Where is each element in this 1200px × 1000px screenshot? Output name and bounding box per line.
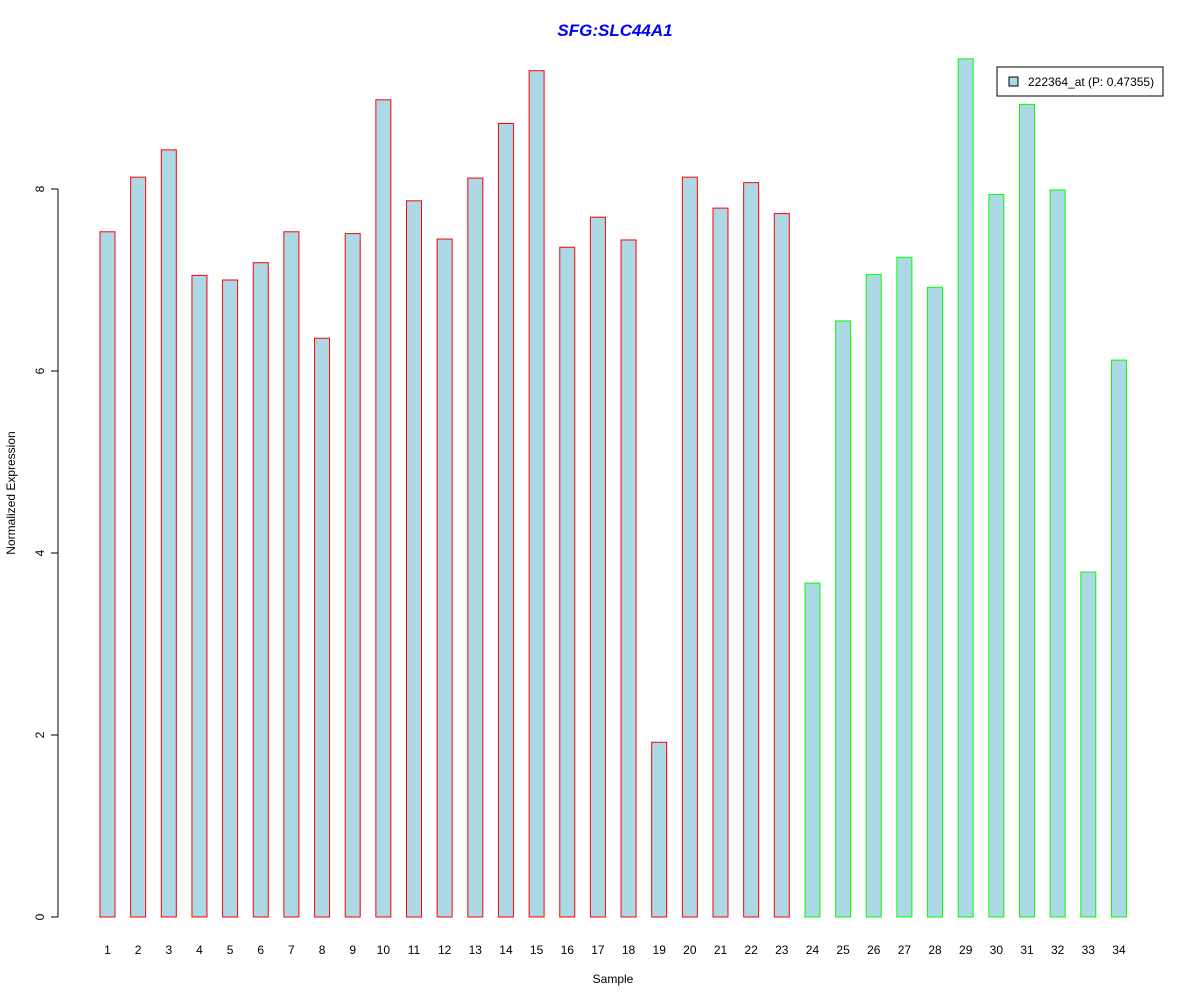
bar-19: [651, 741, 668, 918]
bar-6: [252, 262, 269, 918]
x-tick-label-20: 20: [683, 943, 697, 957]
bar-2: [130, 176, 147, 918]
x-tick-label-22: 22: [744, 943, 758, 957]
bar-8: [314, 337, 331, 918]
bar-28: [927, 286, 944, 918]
x-tick-label-30: 30: [990, 943, 1004, 957]
x-tick-label-4: 4: [196, 943, 203, 957]
y-axis-title: Normalized Expression: [4, 431, 18, 554]
x-tick-label-28: 28: [928, 943, 942, 957]
x-tick-label-16: 16: [561, 943, 575, 957]
bar-29: [957, 58, 974, 918]
x-tick-label-34: 34: [1112, 943, 1126, 957]
x-tick-label-9: 9: [349, 943, 356, 957]
y-tick-label-8: 8: [33, 185, 47, 192]
bar-15: [528, 70, 545, 918]
x-tick-label-23: 23: [775, 943, 789, 957]
x-tick-label-25: 25: [836, 943, 850, 957]
x-tick-label-5: 5: [227, 943, 234, 957]
x-tick-label-10: 10: [377, 943, 391, 957]
legend-box: [996, 66, 1164, 97]
x-axis-title: Sample: [593, 972, 634, 986]
bar-20: [681, 176, 698, 918]
x-tick-label-26: 26: [867, 943, 881, 957]
bar-10: [375, 99, 392, 918]
bar-26: [865, 274, 882, 918]
bar-11: [406, 200, 422, 918]
x-tick-label-13: 13: [469, 943, 483, 957]
y-tick-label-2: 2: [33, 731, 47, 738]
bar-23: [773, 213, 790, 918]
bar-33: [1080, 571, 1097, 918]
x-tick-label-29: 29: [959, 943, 973, 957]
x-tick-label-27: 27: [898, 943, 912, 957]
bar-17: [589, 216, 606, 918]
bar-22: [743, 182, 760, 918]
bar-21: [712, 207, 729, 918]
x-tick-label-19: 19: [653, 943, 667, 957]
bar-25: [835, 320, 852, 918]
y-tick-label-4: 4: [33, 549, 47, 556]
x-tick-label-6: 6: [257, 943, 264, 957]
bar-24: [804, 582, 821, 918]
x-tick-label-11: 11: [408, 943, 421, 957]
x-tick-label-14: 14: [499, 943, 513, 957]
y-tick-label-6: 6: [33, 367, 47, 374]
bar-7: [283, 231, 300, 918]
x-tick-label-7: 7: [288, 943, 295, 957]
x-tick-labels: 1 2 3 4 5 6 7 8 9 10 11 12 13 14 15 16 17 18 19 20 21 22 23 24 2…: [104, 943, 1126, 957]
bar-5: [222, 279, 239, 918]
legend-swatch: [1008, 76, 1019, 87]
bar-12: [436, 238, 453, 918]
bar-31: [1019, 103, 1035, 918]
bar-30: [988, 193, 1005, 918]
x-tick-label-32: 32: [1051, 943, 1065, 957]
legend-label: 222364_at (P: 0.47355): [1028, 75, 1154, 89]
x-tick-label-24: 24: [806, 943, 820, 957]
bar-4: [191, 274, 208, 918]
bars-group: [99, 58, 1127, 918]
bar-3: [160, 149, 177, 918]
x-tick-label-31: 31: [1020, 943, 1034, 957]
x-tick-label-33: 33: [1082, 943, 1096, 957]
bar-18: [620, 239, 637, 918]
bar-13: [467, 177, 484, 918]
x-tick-label-17: 17: [591, 943, 605, 957]
bar-27: [896, 256, 913, 918]
x-tick-label-12: 12: [438, 943, 452, 957]
bar-1: [99, 231, 116, 918]
y-axis: 0 2 4 6 8: [33, 185, 59, 920]
x-tick-label-8: 8: [319, 943, 326, 957]
bar-16: [559, 246, 576, 918]
bar-9: [344, 233, 361, 918]
y-tick-label-0: 0: [33, 913, 47, 920]
x-tick-label-1: 1: [104, 943, 111, 957]
x-tick-label-2: 2: [135, 943, 142, 957]
bar-14: [497, 122, 514, 918]
bar-32: [1049, 189, 1066, 918]
x-tick-label-18: 18: [622, 943, 636, 957]
x-tick-label-21: 21: [714, 943, 728, 957]
legend: 222364_at (P: 0.47355): [996, 66, 1164, 97]
x-tick-label-3: 3: [165, 943, 172, 957]
chart-title: SFG:SLC44A1: [557, 21, 672, 40]
x-tick-label-15: 15: [530, 943, 544, 957]
bar-34: [1110, 359, 1127, 918]
